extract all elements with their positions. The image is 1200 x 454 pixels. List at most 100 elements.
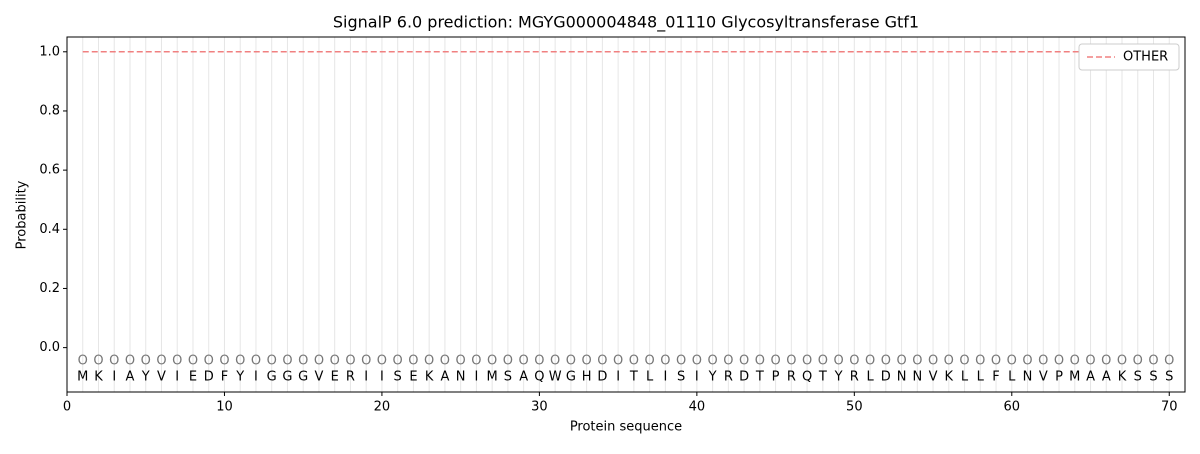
residue-label: Q (534, 370, 544, 385)
residue-label: D (739, 370, 749, 385)
region-label: O (582, 354, 592, 369)
y-tick-label: 0.0 (39, 340, 60, 355)
residue-label: N (897, 370, 907, 385)
residue-label: K (94, 370, 103, 385)
residue-label: M (487, 370, 498, 385)
residue-label: G (267, 370, 277, 385)
region-label: O (519, 354, 529, 369)
residue-label: Y (141, 370, 150, 385)
region-label: O (471, 354, 481, 369)
region-label: O (723, 354, 733, 369)
residue-label: D (204, 370, 214, 385)
residue-label: G (566, 370, 576, 385)
residue-label: I (663, 370, 667, 385)
region-label: O (487, 354, 497, 369)
x-tick-label: 20 (374, 400, 391, 415)
region-label: O (219, 354, 229, 369)
residue-label: P (772, 370, 780, 385)
residue-label: S (504, 370, 512, 385)
region-label: O (109, 354, 119, 369)
region-label: O (991, 354, 1001, 369)
x-tick-label: 0 (63, 400, 71, 415)
region-label: O (503, 354, 513, 369)
residue-label: M (77, 370, 88, 385)
residue-label: I (254, 370, 258, 385)
region-label: O (251, 354, 261, 369)
residue-label: R (724, 370, 733, 385)
region-label: O (141, 354, 151, 369)
region-label: O (786, 354, 796, 369)
residue-label: V (314, 370, 323, 385)
region-label: O (78, 354, 88, 369)
residue-label: A (126, 370, 135, 385)
region-label: O (330, 354, 340, 369)
region-label: O (93, 354, 103, 369)
residue-label: R (787, 370, 796, 385)
residue-label: V (1039, 370, 1048, 385)
region-label: O (881, 354, 891, 369)
y-tick-label: 0.8 (39, 103, 60, 118)
x-tick-label: 40 (689, 400, 706, 415)
residue-label: S (394, 370, 402, 385)
residue-label: I (380, 370, 384, 385)
region-label: O (849, 354, 859, 369)
legend: OTHER (1078, 43, 1180, 71)
residue-label: L (646, 370, 654, 385)
residue-label: I (616, 370, 620, 385)
region-label: O (282, 354, 292, 369)
y-axis-label: Probability (15, 180, 30, 249)
region-label: O (645, 354, 655, 369)
residue-label: N (1023, 370, 1033, 385)
region-label: O (1085, 354, 1095, 369)
region-label: O (1101, 354, 1111, 369)
region-label: O (125, 354, 135, 369)
residue-label: F (221, 370, 228, 385)
residue-label: D (881, 370, 891, 385)
residue-label: E (331, 370, 339, 385)
x-tick-label: 70 (1161, 400, 1178, 415)
region-label: O (1148, 354, 1158, 369)
region-label: O (566, 354, 576, 369)
residue-label: N (912, 370, 922, 385)
residue-label: S (1165, 370, 1173, 385)
region-label: O (393, 354, 403, 369)
region-label: O (361, 354, 371, 369)
region-label: O (802, 354, 812, 369)
region-label: O (1054, 354, 1064, 369)
plot-frame (66, 36, 1186, 393)
region-label: O (629, 354, 639, 369)
region-label: O (172, 354, 182, 369)
x-tick-label: 30 (531, 400, 548, 415)
region-label: O (896, 354, 906, 369)
residue-label: T (755, 370, 764, 385)
residue-label: N (456, 370, 466, 385)
residue-label: K (425, 370, 434, 385)
region-label: O (424, 354, 434, 369)
residue-label: S (1149, 370, 1157, 385)
region-label: O (456, 354, 466, 369)
region-label: O (1164, 354, 1174, 369)
region-label: O (156, 354, 166, 369)
residue-label: I (175, 370, 179, 385)
residue-label: S (1134, 370, 1142, 385)
region-label: O (912, 354, 922, 369)
residue-label: L (1008, 370, 1016, 385)
region-label: O (692, 354, 702, 369)
residue-label: T (818, 370, 827, 385)
region-label: O (975, 354, 985, 369)
region-label: O (440, 354, 450, 369)
legend-box (1078, 43, 1180, 71)
residue-label: A (519, 370, 528, 385)
residue-label: V (157, 370, 166, 385)
x-tick-label: 60 (1004, 400, 1021, 415)
residue-label: K (945, 370, 954, 385)
residue-label: L (866, 370, 874, 385)
region-label: O (1022, 354, 1032, 369)
residue-label: D (597, 370, 607, 385)
chart-title: SignalP 6.0 prediction: MGYG000004848_01… (333, 13, 919, 33)
region-label: O (267, 354, 277, 369)
region-label: O (770, 354, 780, 369)
residue-label: W (549, 370, 562, 385)
region-label: O (377, 354, 387, 369)
